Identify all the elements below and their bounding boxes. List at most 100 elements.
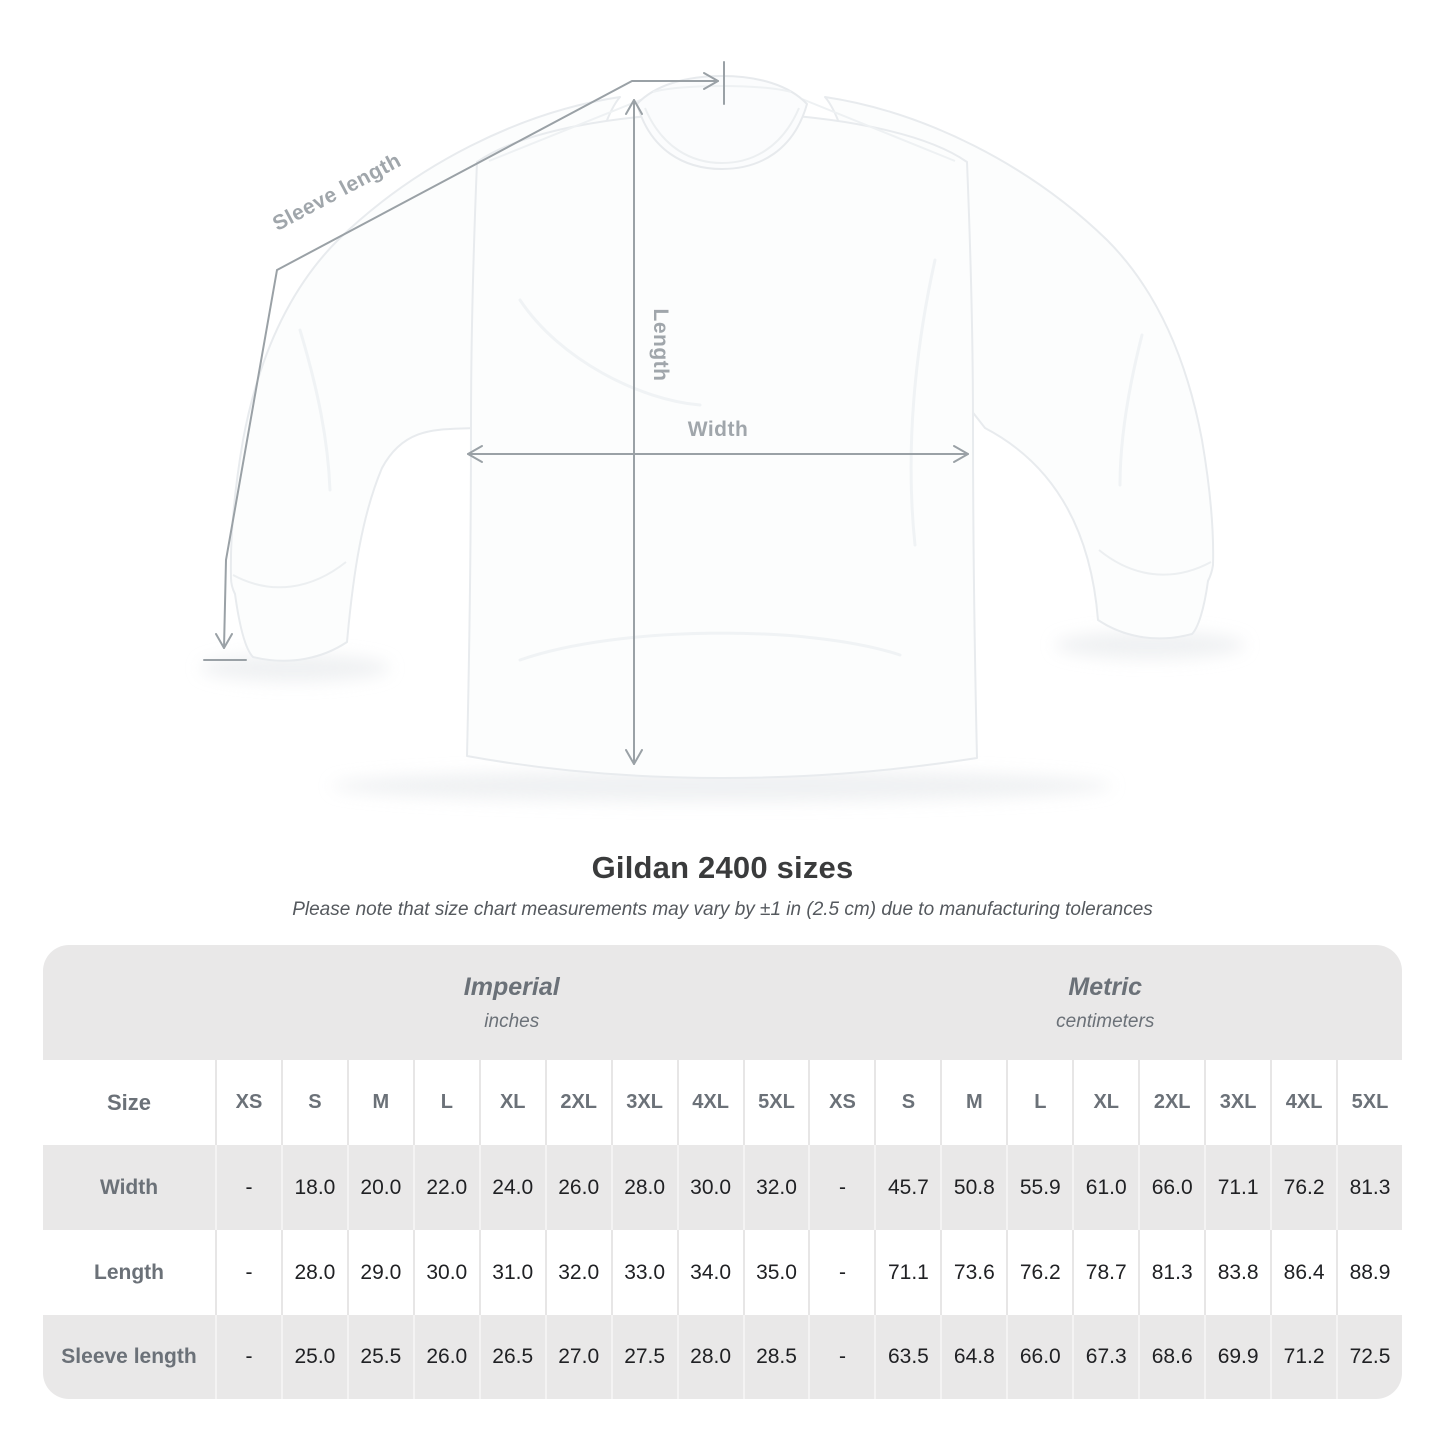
cell-imperial-width: 24.0: [478, 1145, 545, 1230]
cell-metric-width: 45.7: [874, 1145, 941, 1230]
cell-metric-sleeve-length: -: [808, 1315, 875, 1399]
fabric-creases: [298, 258, 1144, 662]
cell-imperial-sleeve-length: 28.5: [742, 1315, 809, 1399]
cell-metric-length: 83.8: [1204, 1230, 1271, 1315]
size-header-imperial-l: L: [412, 1060, 479, 1145]
cell-metric-length: 86.4: [1270, 1230, 1337, 1315]
cell-metric-sleeve-length: 66.0: [1006, 1315, 1073, 1399]
cell-metric-sleeve-length: 63.5: [874, 1315, 941, 1399]
row-label-width: Width: [43, 1145, 215, 1230]
size-header-imperial-3xl: 3XL: [610, 1060, 677, 1145]
cell-metric-sleeve-length: 72.5: [1336, 1315, 1402, 1399]
cell-imperial-width: 30.0: [676, 1145, 743, 1230]
cell-imperial-width: 32.0: [742, 1145, 809, 1230]
cell-metric-length: -: [808, 1230, 875, 1315]
size-header-metric-4xl: 4XL: [1270, 1060, 1337, 1145]
width-line: [467, 445, 969, 463]
cell-metric-sleeve-length: 69.9: [1204, 1315, 1271, 1399]
cell-metric-sleeve-length: 64.8: [940, 1315, 1007, 1399]
cell-imperial-width: 28.0: [610, 1145, 677, 1230]
cell-imperial-sleeve-length: 25.0: [280, 1315, 347, 1399]
row-label-sleeve-length: Sleeve length: [43, 1315, 215, 1399]
cell-metric-width: 55.9: [1006, 1145, 1073, 1230]
sleeve-length-line: [203, 61, 725, 661]
cell-imperial-length: 28.0: [280, 1230, 347, 1315]
cell-imperial-length: -: [215, 1230, 281, 1315]
length-line: [625, 99, 643, 765]
right-cuff-line: [1098, 549, 1212, 576]
cell-metric-sleeve-length: 67.3: [1072, 1315, 1139, 1399]
size-header-metric-xs: XS: [808, 1060, 875, 1145]
size-header-imperial-4xl: 4XL: [676, 1060, 743, 1145]
length-label: Length: [649, 309, 672, 382]
size-header-metric-l: L: [1006, 1060, 1073, 1145]
cell-imperial-sleeve-length: 25.5: [346, 1315, 413, 1399]
cell-imperial-sleeve-length: 26.0: [412, 1315, 479, 1399]
cell-imperial-sleeve-length: 26.5: [478, 1315, 545, 1399]
cell-imperial-length: 29.0: [346, 1230, 413, 1315]
cell-metric-width: 66.0: [1138, 1145, 1205, 1230]
size-header-imperial-5xl: 5XL: [742, 1060, 809, 1145]
cell-metric-sleeve-length: 68.6: [1138, 1315, 1205, 1399]
page-title: Gildan 2400 sizes: [591, 850, 854, 885]
cell-metric-sleeve-length: 71.2: [1270, 1315, 1337, 1399]
cell-imperial-width: 26.0: [544, 1145, 611, 1230]
cell-metric-width: 76.2: [1270, 1145, 1337, 1230]
collar-rib: [644, 107, 800, 164]
group-name-metric: Metric: [1068, 972, 1143, 1001]
shirt-figure-svg: Sleeve length Length Width: [200, 61, 1245, 802]
shirt-graphic: [229, 75, 1215, 779]
cell-imperial-width: 22.0: [412, 1145, 479, 1230]
size-header-metric-2xl: 2XL: [1138, 1060, 1205, 1145]
cell-imperial-length: 35.0: [742, 1230, 809, 1315]
size-header-metric-3xl: 3XL: [1204, 1060, 1271, 1145]
cell-imperial-length: 30.0: [412, 1230, 479, 1315]
group-header-imperial: Imperial inches: [215, 945, 809, 1060]
cell-metric-length: 71.1: [874, 1230, 941, 1315]
size-header-metric-m: M: [940, 1060, 1007, 1145]
cell-metric-length: 88.9: [1336, 1230, 1402, 1315]
shirt-shadow: [200, 631, 1245, 802]
tolerance-note: Please note that size chart measurements…: [292, 899, 1153, 920]
cell-imperial-width: -: [215, 1145, 281, 1230]
cell-imperial-width: 20.0: [346, 1145, 413, 1230]
group-unit-imperial: inches: [484, 1010, 540, 1032]
cell-imperial-length: 31.0: [478, 1230, 545, 1315]
size-header-imperial-xl: XL: [478, 1060, 545, 1145]
torso: [466, 112, 978, 779]
size-header-imperial-xs: XS: [215, 1060, 281, 1145]
cell-imperial-length: 33.0: [610, 1230, 677, 1315]
cell-metric-length: 73.6: [940, 1230, 1007, 1315]
left-cuff-line: [232, 561, 347, 589]
cell-imperial-sleeve-length: 27.5: [610, 1315, 677, 1399]
size-column-header: Size: [43, 1060, 215, 1145]
collar-back: [652, 85, 792, 93]
size-header-imperial-s: S: [280, 1060, 347, 1145]
collar: [636, 75, 808, 170]
shoulder-seams: [488, 98, 956, 162]
size-header-metric-5xl: 5XL: [1336, 1060, 1402, 1145]
size-header-imperial-m: M: [346, 1060, 413, 1145]
shirt-measurement-figure: Sleeve length Length Width: [200, 61, 1245, 802]
cell-metric-width: 81.3: [1336, 1145, 1402, 1230]
cell-metric-length: 76.2: [1006, 1230, 1073, 1315]
cell-imperial-length: 32.0: [544, 1230, 611, 1315]
cell-imperial-length: 34.0: [676, 1230, 743, 1315]
group-header-metric: Metric centimeters: [808, 945, 1402, 1060]
width-label: Width: [688, 418, 749, 441]
cell-imperial-width: 18.0: [280, 1145, 347, 1230]
group-header-spacer: [43, 945, 215, 1060]
size-header-metric-xl: XL: [1072, 1060, 1139, 1145]
group-unit-metric: centimeters: [1056, 1010, 1155, 1032]
size-table: Imperial inches Metric centimeters Size XS S M L…: [43, 945, 1402, 1399]
cell-imperial-sleeve-length: 28.0: [676, 1315, 743, 1399]
size-header-imperial-2xl: 2XL: [544, 1060, 611, 1145]
row-label-length: Length: [43, 1230, 215, 1315]
cell-metric-width: 71.1: [1204, 1145, 1271, 1230]
cell-metric-width: -: [808, 1145, 875, 1230]
cell-imperial-sleeve-length: -: [215, 1315, 281, 1399]
group-name-imperial: Imperial: [463, 972, 560, 1001]
cell-metric-width: 61.0: [1072, 1145, 1139, 1230]
cell-metric-width: 50.8: [940, 1145, 1007, 1230]
